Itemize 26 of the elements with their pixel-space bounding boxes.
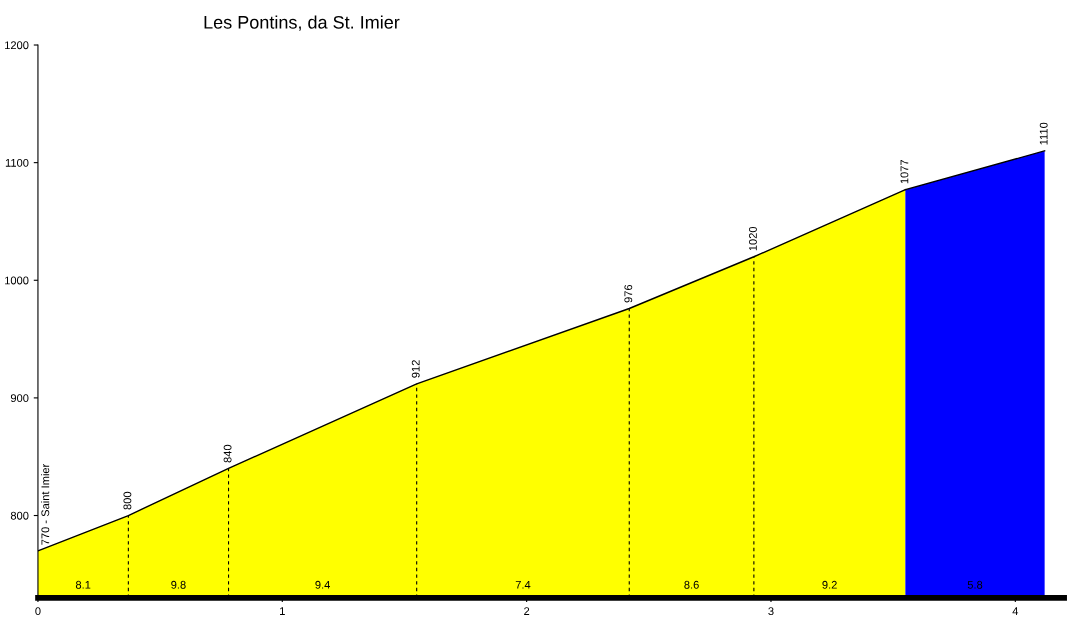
annotation: 8.6 [684,580,699,589]
chart-title: Les Pontins, da St. Imier [204,15,400,31]
y-tick-label: 800 [10,511,29,520]
x-tick-label: 0 [35,607,41,616]
y-tick-label: 900 [10,394,29,403]
annotation: 5.8 [967,580,983,589]
x-tick-label: 3 [768,607,774,616]
x-tick-label: 4 [1012,607,1019,615]
data-label: 912 [411,360,420,378]
data-label: 1077 [900,159,909,184]
annotation: 9.8 [171,580,186,589]
x-tick-label: 2 [524,607,530,615]
x-tick-label: 1 [280,607,285,615]
data-label: 1020 [748,226,757,251]
data-label: 1110 [1039,122,1048,145]
data-label: 770 - Saint Imier [41,463,50,545]
y-tick-label: 1000 [5,276,29,285]
annotation: 9.2 [822,580,837,589]
annotation: 8.1 [75,580,91,589]
data-label: 800 [123,491,132,510]
data-label: 976 [624,284,633,303]
annotation: 7.4 [515,580,531,589]
y-tick-label: 1200 [5,41,29,50]
y-tick-label: 1100 [5,158,29,167]
data-label: 840 [223,444,232,463]
annotation: 9.4 [315,580,331,589]
